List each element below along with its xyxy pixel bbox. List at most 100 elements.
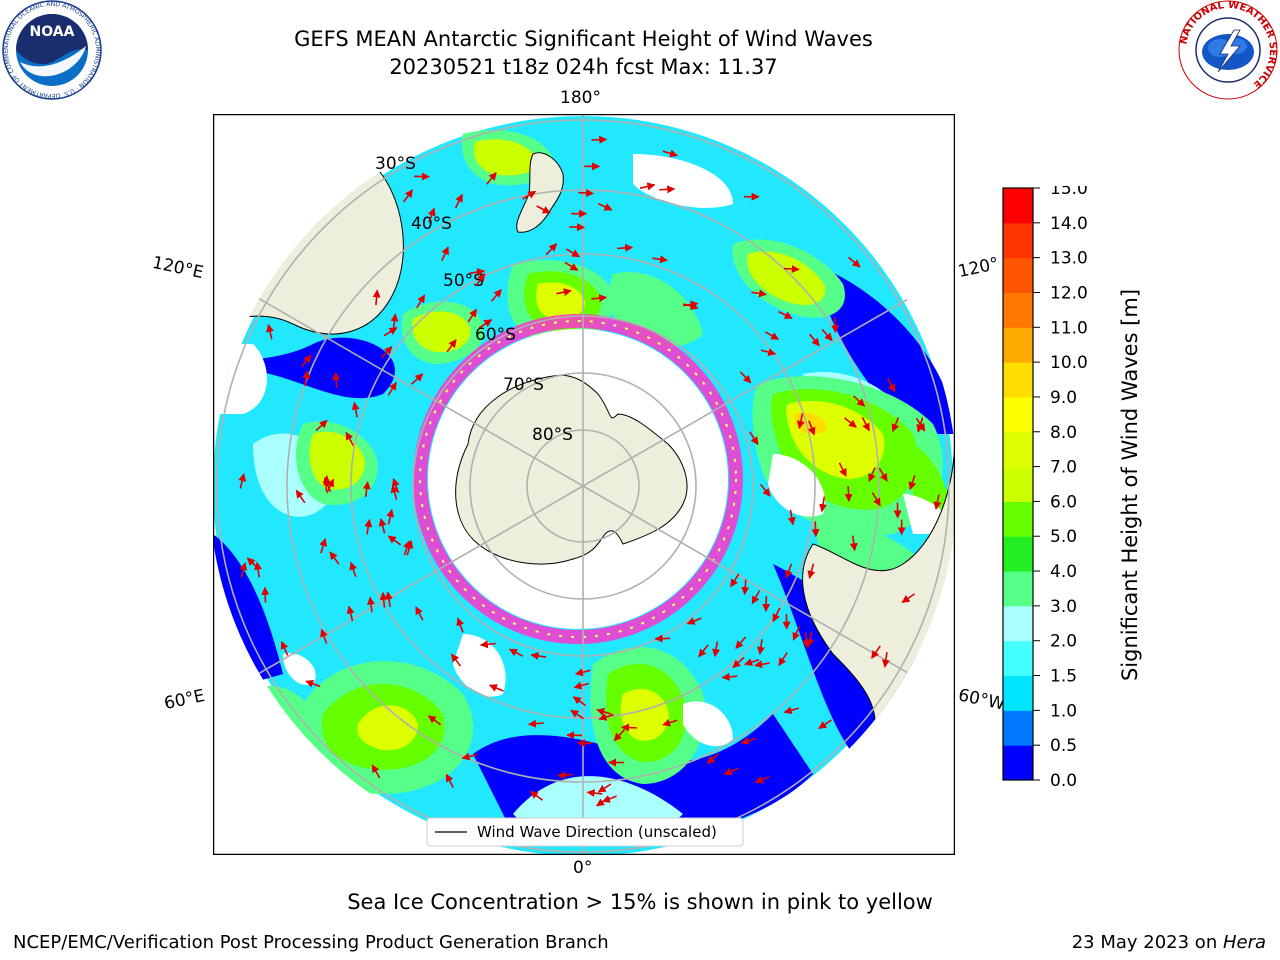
colorbar-swatch: [1003, 327, 1033, 363]
lon-label-60w: 60°W: [956, 685, 1007, 715]
wave-direction-arrow: [868, 467, 876, 483]
wave-direction-arrow: [723, 767, 739, 776]
colorbar-tick-label: 2.0: [1050, 632, 1077, 652]
wave-direction-arrow: [315, 419, 328, 432]
wave-direction-arrow: [320, 628, 328, 644]
wave-direction-arrow: [364, 518, 373, 535]
wave-direction-arrow: [853, 395, 866, 407]
wave-direction-arrow: [479, 640, 496, 649]
wave-direction-arrow: [732, 656, 745, 669]
wave-direction-arrow: [280, 640, 289, 656]
wave-direction-arrow: [238, 473, 247, 489]
colorbar-label: Significant Height of Wind Waves [m]: [1118, 288, 1142, 682]
colorbar-tick-label: 9.0: [1050, 388, 1077, 408]
wave-direction-arrow: [901, 593, 916, 604]
wave-direction-arrow: [759, 483, 771, 497]
wave-direction-arrow: [652, 255, 668, 264]
wave-direction-arrow: [821, 328, 833, 342]
colorbar-swatch: [1003, 292, 1033, 328]
wave-direction-arrow: [529, 790, 544, 801]
wave-direction-arrow: [586, 789, 603, 798]
wave-direction-arrow: [818, 719, 832, 730]
wave-direction-arrow: [721, 672, 738, 681]
wave-direction-arrow: [387, 535, 402, 546]
wave-direction-arrow: [915, 417, 926, 432]
wave-direction-arrow: [712, 641, 721, 658]
wave-direction-arrow: [456, 617, 465, 633]
colorbar-tick-label: 1.0: [1050, 701, 1077, 721]
wave-direction-arrow: [844, 417, 857, 428]
lon-label-60e: 60°E: [162, 685, 207, 715]
wave-direction-arrow: [887, 377, 896, 393]
wave-direction-arrow: [796, 413, 805, 429]
wave-direction-arrow: [478, 319, 493, 329]
wave-direction-arrow: [783, 265, 800, 274]
wave-direction-arrow: [381, 346, 393, 359]
wave-direction-arrow: [295, 489, 306, 504]
svg-text:Wind Wave Direction (unscaled): Wind Wave Direction (unscaled): [477, 823, 717, 841]
wave-direction-arrow: [346, 605, 355, 622]
wave-direction-arrow: [686, 617, 702, 625]
colorbar: 0.0 0.5 1.0 1.5 2.0 3.0 4.0 5.0 6.0 7.0 8.0 9.0 10.0…: [1002, 186, 1088, 786]
wave-direction-arrow: [756, 639, 765, 655]
wave-direction-arrow: [545, 243, 558, 256]
wave-direction-arrow: [573, 681, 590, 690]
colorbar-swatch: [1003, 431, 1033, 468]
colorbar-swatch: [1003, 675, 1033, 711]
wave-direction-arrow: [322, 475, 331, 491]
wave-direction-arrow: [706, 752, 719, 765]
wave-direction-arrow: [467, 308, 478, 323]
no-wave-zones: [213, 154, 955, 747]
colorbar-tick-label: 4.0: [1050, 562, 1077, 582]
wave-direction-arrow: [411, 373, 424, 385]
colorbar-tick-label: 5.0: [1050, 527, 1077, 547]
wave-direction-arrow: [300, 354, 312, 368]
colorbar-tick-label: 13.0: [1050, 249, 1088, 269]
wave-direction-arrow: [598, 713, 614, 721]
wave-direction-arrow: [530, 651, 547, 660]
forecast-subtitle: 20230521 t18z 024h fcst Max: 11.37: [389, 55, 778, 79]
wave-direction-arrow: [730, 573, 740, 588]
wave-direction-arrow: [329, 551, 340, 565]
wave-direction-arrow: [891, 417, 900, 433]
wave-direction-arrow: [387, 381, 397, 396]
lat-label-30s: 30°S: [375, 154, 416, 174]
wave-direction-arrow: [372, 289, 381, 306]
wave-height-map: 30°S 40°S 50°S 60°S 70°S 80°S Wind Wave …: [213, 114, 955, 855]
wave-direction-arrow: [596, 707, 612, 716]
colorbar-tick-label: 6.0: [1050, 492, 1077, 512]
colorbar-swatch: [1003, 257, 1033, 293]
wave-direction-arrow: [261, 586, 270, 603]
wave-direction-arrow: [522, 190, 537, 200]
wave-direction-arrow: [591, 135, 608, 144]
wave-direction-arrow: [405, 540, 414, 556]
wave-direction-arrow: [578, 189, 594, 198]
colorbar-tick-label: 10.0: [1050, 353, 1088, 373]
wave-direction-arrow: [351, 401, 360, 418]
wave-direction-arrow: [371, 764, 381, 779]
wave-direction-arrow: [239, 562, 248, 578]
wave-direction-arrow: [762, 596, 771, 612]
wave-direction-arrow: [754, 660, 770, 669]
wave-direction-arrow: [601, 795, 617, 803]
colorbar-swatch: [1003, 222, 1033, 259]
wave-direction-arrow: [362, 481, 371, 497]
wave-direction-arrow: [508, 648, 524, 657]
wave-direction-arrow: [783, 706, 800, 715]
svg-text:NOAA: NOAA: [30, 24, 75, 40]
wave-direction-arrow: [621, 723, 637, 732]
vector-legend: Wind Wave Direction (unscaled): [426, 817, 744, 847]
wave-direction-arrow: [662, 149, 679, 158]
colorbar-swatch: [1003, 710, 1033, 746]
wave-direction-arrow: [740, 737, 757, 745]
wave-direction-arrow: [639, 182, 656, 191]
wave-direction-arrow: [390, 313, 399, 329]
wave-direction-arrow: [345, 431, 355, 446]
wave-direction-arrow: [847, 256, 861, 268]
wave-direction-arrow: [266, 323, 274, 340]
wave-direction-arrow: [739, 371, 752, 384]
colorbar-tick-label: 7.0: [1050, 458, 1077, 478]
colorbar-tick-label: 8.0: [1050, 423, 1077, 443]
sea-ice-note: Sea Ice Concentration > 15% is shown in …: [347, 890, 933, 914]
wave-direction-arrow: [564, 261, 579, 271]
